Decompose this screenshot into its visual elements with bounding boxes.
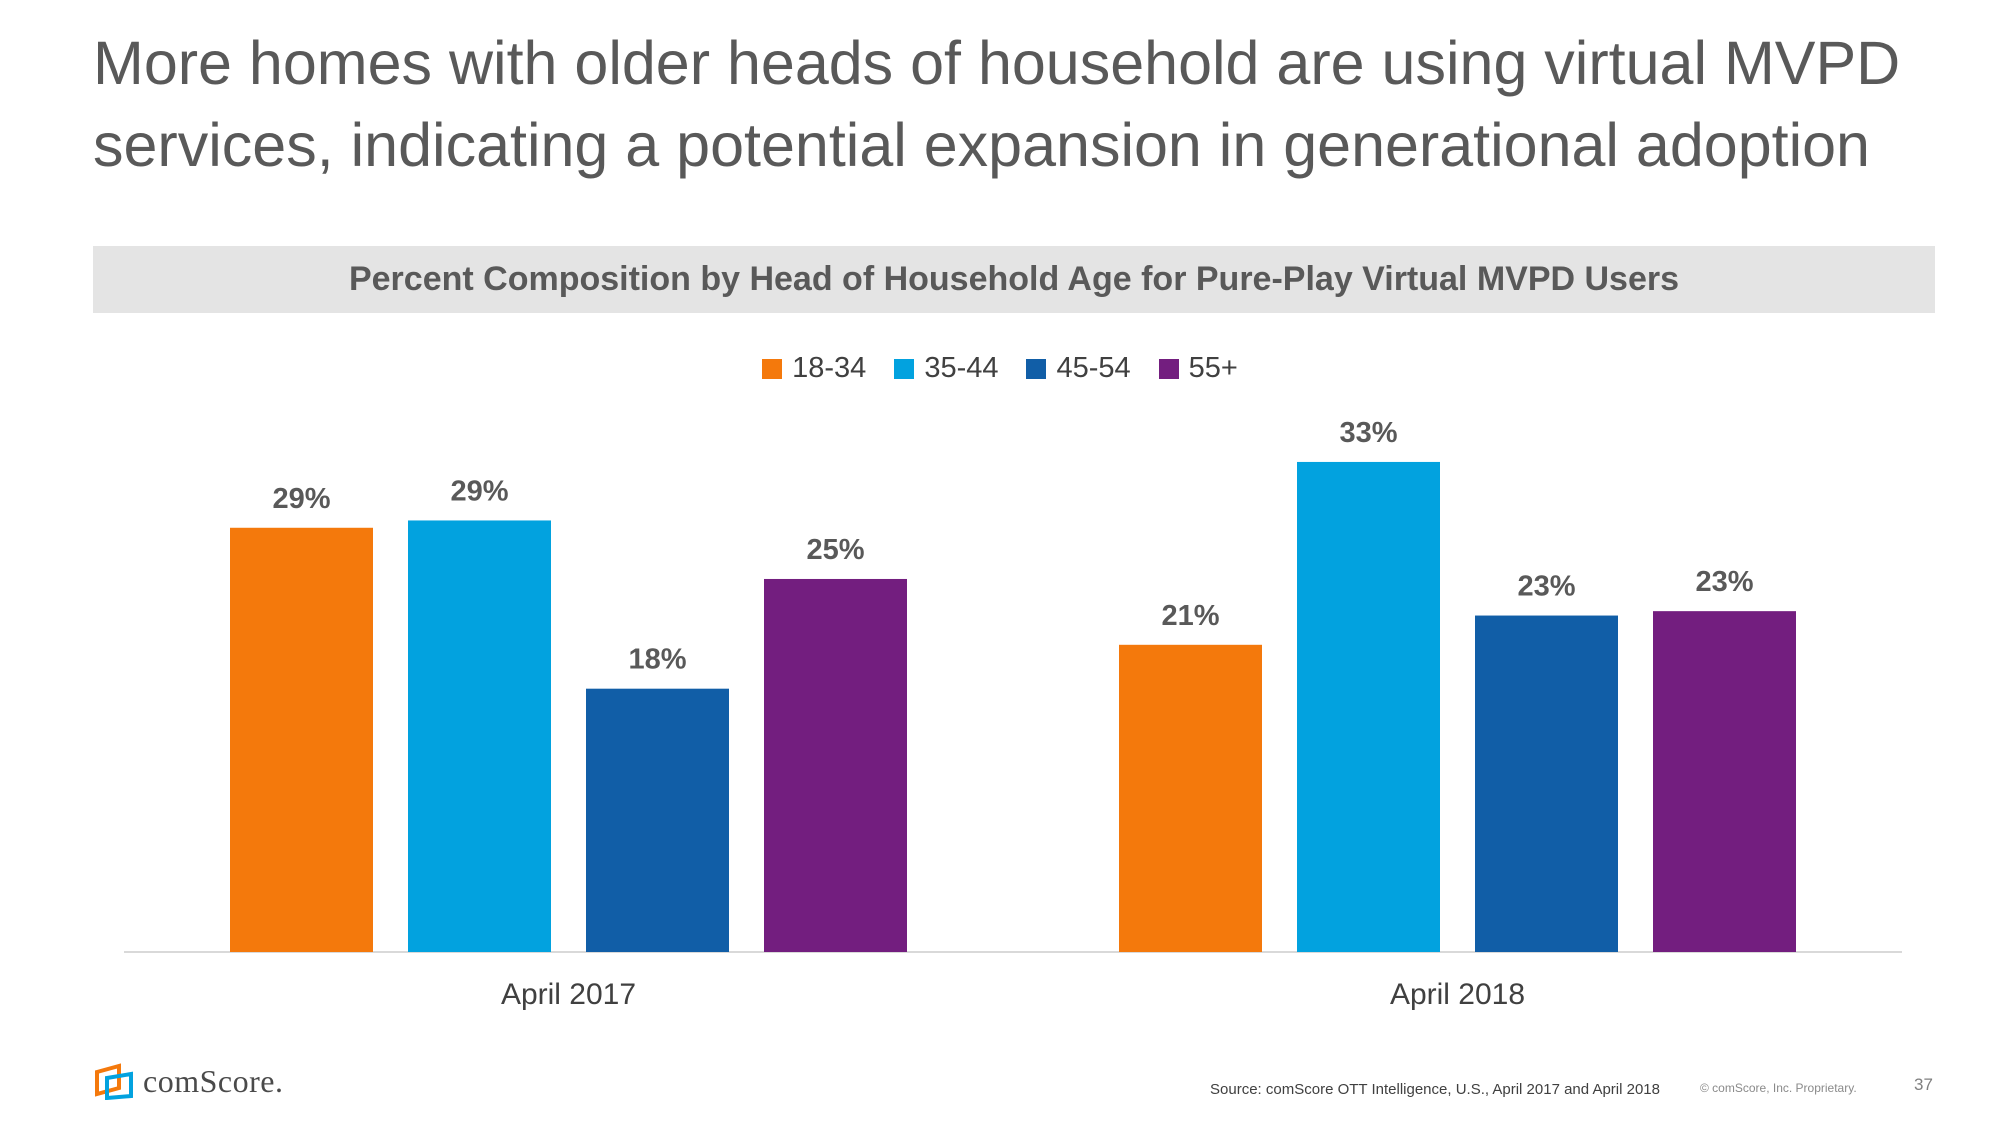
- data-label-18-34-april-2018: 21%: [1161, 600, 1219, 632]
- legend-label-55-plus: 55+: [1188, 352, 1238, 384]
- page-number: 37: [1914, 1075, 1933, 1094]
- x-tick-label-april-2018: April 2018: [1390, 978, 1525, 1011]
- data-label-55-plus-april-2018: 23%: [1695, 566, 1753, 598]
- legend-item-35-44: 35-44: [894, 352, 998, 385]
- chart-legend: 18-34 35-44 45-54 55+: [0, 352, 2000, 385]
- bar-18-34-april-2017: [230, 527, 373, 952]
- copyright-note: © comScore, Inc. Proprietary.: [1700, 1081, 1857, 1095]
- chart-title: Percent Composition by Head of Household…: [348, 260, 1680, 298]
- bar-45-54-april-2017: [586, 688, 729, 952]
- legend-item-45-54: 45-54: [1026, 352, 1131, 385]
- legend-item-55-plus: 55+: [1158, 352, 1238, 385]
- legend-swatch-55-plus: [1158, 358, 1179, 379]
- legend-label-35-44: 35-44: [924, 352, 999, 384]
- data-label-55-plus-april-2017: 25%: [806, 534, 864, 566]
- bar-55-plus-april-2017: [764, 578, 907, 952]
- data-label-45-54-april-2018: 23%: [1517, 571, 1575, 603]
- x-tick-label-april-2017: April 2017: [501, 978, 636, 1011]
- logo-text: comScore.: [143, 1062, 284, 1099]
- bar-45-54-april-2018: [1475, 615, 1618, 952]
- source-note: Source: comScore OTT Intelligence, U.S.,…: [1210, 1081, 1660, 1098]
- comscore-logo: comScore.: [95, 1062, 283, 1100]
- bar-35-44-april-2018: [1297, 461, 1440, 952]
- legend-item-18-34: 18-34: [762, 352, 866, 385]
- legend-swatch-18-34: [762, 358, 783, 379]
- legend-swatch-45-54: [1026, 358, 1047, 379]
- slide-title: More homes with older heads of household…: [93, 29, 1901, 179]
- data-label-35-44-april-2018: 33%: [1339, 417, 1397, 449]
- data-label-45-54-april-2017: 18%: [628, 644, 686, 676]
- comscore-logo-icon: [95, 1063, 133, 1100]
- legend-swatch-35-44: [894, 358, 915, 379]
- data-label-18-34-april-2017: 29%: [272, 483, 330, 515]
- legend-label-18-34: 18-34: [792, 352, 867, 384]
- bar-35-44-april-2017: [408, 520, 551, 952]
- bar-18-34-april-2018: [1119, 644, 1262, 952]
- bar-55-plus-april-2018: [1653, 611, 1796, 952]
- chart-title-band: Percent Composition by Head of Household…: [93, 246, 1935, 313]
- data-label-35-44-april-2017: 29%: [450, 475, 508, 507]
- legend-label-45-54: 45-54: [1056, 352, 1131, 384]
